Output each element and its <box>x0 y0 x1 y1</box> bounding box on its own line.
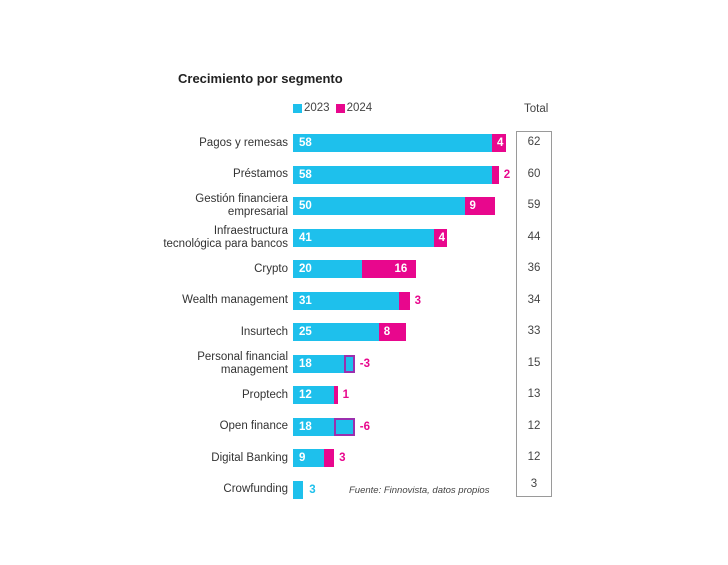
bar-label-2024: -3 <box>359 357 370 370</box>
total-value: 36 <box>527 262 541 274</box>
bar-2023 <box>293 323 379 341</box>
bar-2024-decrease <box>334 417 355 436</box>
bar-2024 <box>334 386 338 404</box>
bar-label-2024: 3 <box>339 452 346 464</box>
total-column-box <box>516 131 552 497</box>
bar-label-2024: 1 <box>342 389 349 401</box>
category-label: Pagos y remesas <box>128 137 288 150</box>
bar-label-2023: 41 <box>299 231 312 244</box>
bar-label-2024: 2 <box>503 168 511 181</box>
source-annotation: Fuente: Finnovista, datos propios <box>349 485 490 496</box>
category-label-line: Proptech <box>241 388 288 401</box>
total-value: 13 <box>527 388 541 400</box>
bar-2024 <box>399 291 410 310</box>
bar-2023 <box>293 260 362 278</box>
category-label-line: management <box>220 363 288 376</box>
bar-2024 <box>361 260 417 278</box>
total-value: 59 <box>527 199 541 211</box>
bar-2023 <box>293 291 400 310</box>
bar-label-2023: 12 <box>299 389 312 401</box>
total-header: Total <box>524 103 549 115</box>
total-value: 44 <box>527 230 541 243</box>
chart-title: Crecimiento por segmento <box>178 71 343 86</box>
bar-label-2023: 50 <box>299 200 312 212</box>
bar-2023 <box>293 197 465 215</box>
category-label-line: Préstamos <box>233 168 288 180</box>
category-label-line: Insurtech <box>240 325 288 338</box>
total-value: 62 <box>527 136 541 148</box>
total-value: 3 <box>530 477 538 490</box>
bar-label-2023: 20 <box>299 263 312 275</box>
bar-2023 <box>293 449 324 467</box>
category-label-line: Infraestructura <box>213 224 288 237</box>
bar-2023 <box>293 134 492 152</box>
total-value: 60 <box>527 167 541 180</box>
total-value: 12 <box>527 451 541 463</box>
bar-label-2024: 3 <box>414 294 422 307</box>
total-value: 33 <box>527 325 541 337</box>
legend-swatch-2024 <box>335 103 345 113</box>
category-label-line: Crowfunding <box>223 483 288 495</box>
category-label-line: Gestión financiera <box>195 193 288 205</box>
category-label: Digital Banking <box>128 452 288 465</box>
bar-2024 <box>491 165 499 184</box>
category-label: Insurtech <box>128 326 288 339</box>
bar-label-2023: 58 <box>299 168 312 181</box>
category-label: Personal financial management <box>128 351 288 377</box>
category-label: Proptech <box>128 389 288 402</box>
category-label: Wealth management <box>128 294 288 307</box>
bar-label-2023: 31 <box>299 294 312 307</box>
category-label-line: Digital Banking <box>211 451 288 464</box>
bar-label-2024: 16 <box>394 263 408 275</box>
category-label: Préstamos <box>128 168 288 181</box>
bar-label-2024: 4 <box>438 231 446 244</box>
bar-label-2023: 25 <box>299 326 312 338</box>
category-label: Infraestructura tecnológica para bancos <box>128 225 288 251</box>
category-label: Crypto <box>128 263 288 276</box>
bar-2024-decrease <box>344 354 355 373</box>
category-label-line: Crypto <box>254 262 288 275</box>
bar-2024 <box>491 134 506 152</box>
bar-2023 <box>293 228 434 247</box>
bar-label-2024: 4 <box>496 137 504 149</box>
total-value: 34 <box>527 293 541 306</box>
category-label: Crowfunding <box>128 483 288 496</box>
bar-2024 <box>464 197 496 215</box>
bar-label-2024: -6 <box>359 420 370 433</box>
bar-label-2024: 8 <box>383 326 391 338</box>
bar-label-2023: 18 <box>299 420 312 433</box>
bar-2024 <box>378 323 407 341</box>
bar-label-2023: 9 <box>299 452 306 464</box>
category-label-line: Open finance <box>219 420 288 432</box>
category-label-line: Wealth management <box>182 294 288 306</box>
category-label-line: Personal financial <box>197 350 288 363</box>
category-label: Gestión financiera empresarial <box>128 193 288 219</box>
bar-label-2023: 18 <box>299 357 312 370</box>
category-label-line: tecnológica para bancos <box>163 237 288 250</box>
bar-2024 <box>293 480 304 499</box>
bar-label-2024: 3 <box>309 483 316 496</box>
bar-2023 <box>293 386 335 404</box>
category-label-line: Pagos y remesas <box>199 136 288 149</box>
legend-item-2024: 2024 <box>335 102 373 114</box>
bar-2023 <box>293 165 492 184</box>
bar-2023 <box>293 354 355 373</box>
legend-label-2023: 2023 <box>304 102 330 114</box>
legend-item-2023: 2023 <box>293 102 330 114</box>
total-value: 12 <box>527 419 541 432</box>
category-label: Open finance <box>128 420 288 433</box>
total-value: 15 <box>527 356 541 369</box>
legend-label-2024: 2024 <box>346 102 373 114</box>
bar-2024 <box>433 228 448 247</box>
legend-swatch-2023 <box>293 103 302 113</box>
bar-label-2023: 58 <box>299 137 312 149</box>
bar-label-2024: 9 <box>469 200 476 212</box>
legend: 2023 2024 <box>293 102 378 114</box>
category-label-line: empresarial <box>227 206 288 218</box>
bar-2024 <box>323 449 335 467</box>
